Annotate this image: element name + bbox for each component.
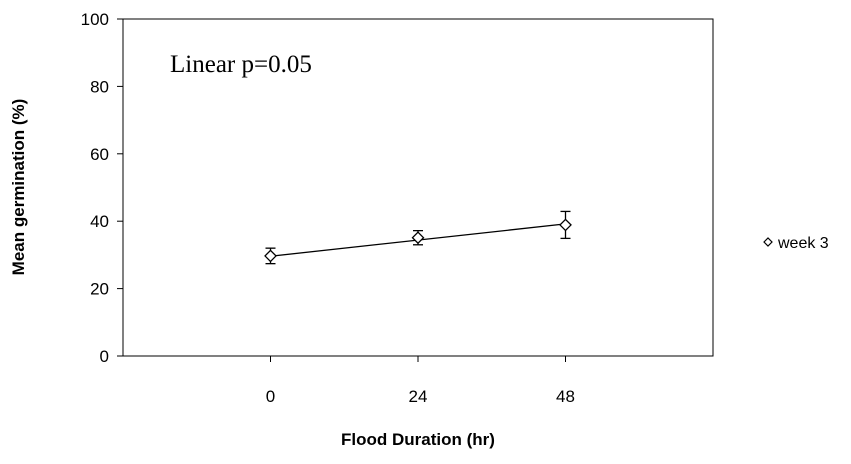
y-tick-label: 60 <box>90 145 109 164</box>
x-axis: 0 24 48 <box>266 356 575 406</box>
x-tick-label: 48 <box>556 387 575 406</box>
data-point <box>411 231 425 245</box>
legend-marker-week-3 <box>763 237 773 247</box>
y-tick-label: 100 <box>81 10 109 29</box>
y-tick-label: 80 <box>90 77 109 96</box>
y-tick-label: 40 <box>90 212 109 231</box>
x-axis-label: Flood Duration (hr) <box>341 430 495 449</box>
data-point <box>264 249 277 263</box>
annotation: Linear p=0.05 <box>170 51 312 78</box>
plot-area <box>122 18 714 357</box>
legend-label-week-3: week 3 <box>777 235 829 252</box>
data-point <box>559 218 572 232</box>
y-tick-label: 0 <box>100 347 109 366</box>
y-axis-label: Mean germination (%) <box>9 99 28 276</box>
y-axis: 0 20 40 60 80 100 <box>81 10 123 366</box>
series-week-3 <box>264 210 572 265</box>
x-tick-label: 0 <box>266 387 275 406</box>
x-tick-label: 24 <box>409 387 428 406</box>
y-tick-label: 20 <box>90 280 109 299</box>
legend: week 3 <box>763 235 829 252</box>
